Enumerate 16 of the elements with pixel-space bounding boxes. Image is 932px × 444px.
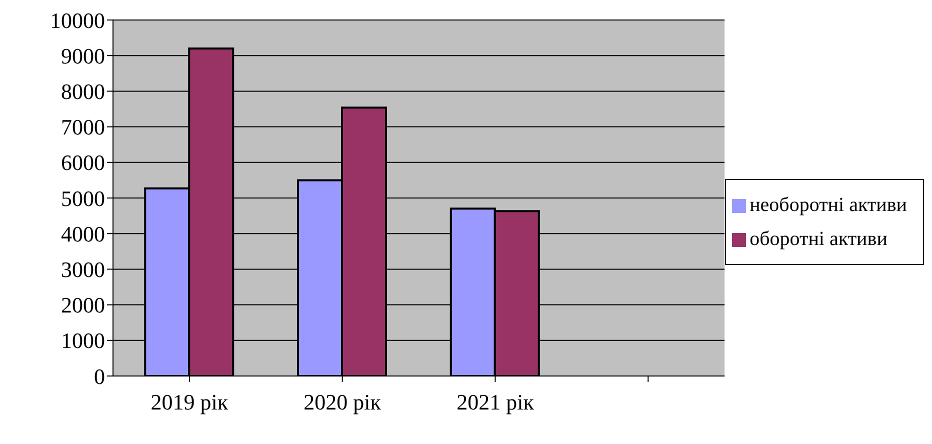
y-tick-label: 1000	[61, 328, 105, 354]
y-tick-label: 10000	[50, 8, 105, 33]
y-tick-label: 3000	[61, 257, 105, 282]
legend-label: оборотні активи	[750, 228, 888, 250]
y-tick-label: 5000	[61, 186, 105, 211]
x-tick-label: 2020 рік	[304, 390, 382, 415]
x-tick-label: 2021 рік	[456, 390, 534, 415]
y-tick-label: 2000	[61, 292, 105, 318]
y-tick-label: 9000	[61, 43, 105, 68]
y-tick-label: 7000	[61, 114, 105, 140]
y-tick-label: 8000	[61, 79, 105, 104]
y-tick-label: 6000	[61, 150, 105, 176]
y-tick-label: 0	[94, 364, 105, 389]
y-tick-label: 4000	[61, 221, 105, 246]
legend-label: необоротні активи	[750, 194, 907, 216]
x-tick-label: 2019 рік	[150, 390, 228, 415]
